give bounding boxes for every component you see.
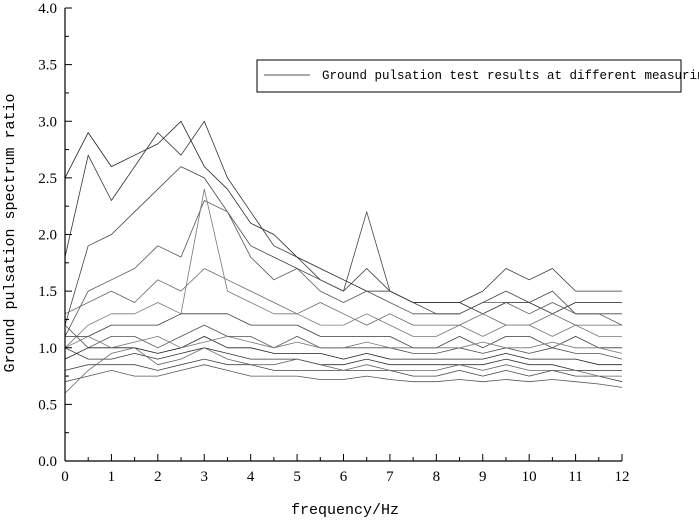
series-line-8 [64,324,623,360]
y-tick-label: 0.5 [38,397,57,413]
series-line-6 [64,188,622,349]
y-tick-label: 0.0 [38,454,57,470]
x-tick-label: 8 [433,469,441,485]
x-tick-label: 6 [340,469,348,485]
legend: Ground pulsation test results at differe… [256,59,699,93]
x-tick-label: 2 [154,469,162,485]
series-line-10 [64,347,622,371]
y-tick-label: 1.0 [38,341,57,357]
y-tick-label: 2.0 [38,228,57,244]
y-tick-label: 3.0 [38,114,57,130]
x-tick-label: 9 [479,469,487,485]
series-line-4 [64,200,623,337]
x-tick-label: 12 [615,469,630,485]
series-line-3 [64,166,622,326]
y-axis-title: Ground pulsation spectrum ratio [2,93,19,372]
x-axis-title: frequency/Hz [291,502,399,519]
axes: 0 1 2 3 4 5 6 7 8 9 10 11 120.00.51.01.52.02.53.03.5… [38,1,629,485]
x-tick-label: 3 [201,469,209,485]
legend-label: Ground pulsation test results at differe… [322,69,699,83]
series-line-9 [64,335,622,366]
x-tick-label: 1 [108,469,116,485]
legend-box [256,59,682,93]
series-group [64,120,623,394]
x-tick-label: 0 [61,469,69,485]
series-line-12 [64,364,623,388]
y-tick-label: 2.5 [38,171,57,187]
x-tick-label: 10 [522,469,537,485]
x-tick-label: 7 [386,469,394,485]
x-tick-label: 11 [568,469,582,485]
y-tick-label: 4.0 [38,1,57,17]
series-line-14 [64,335,623,354]
series-line-1 [64,120,622,315]
series-line-13 [64,347,622,394]
y-tick-label: 3.5 [38,58,57,74]
x-tick-label: 4 [247,469,255,485]
series-line-7 [65,313,622,349]
x-tick-label: 5 [293,469,301,485]
series-line-5 [64,268,622,326]
y-tick-label: 1.5 [38,284,57,300]
